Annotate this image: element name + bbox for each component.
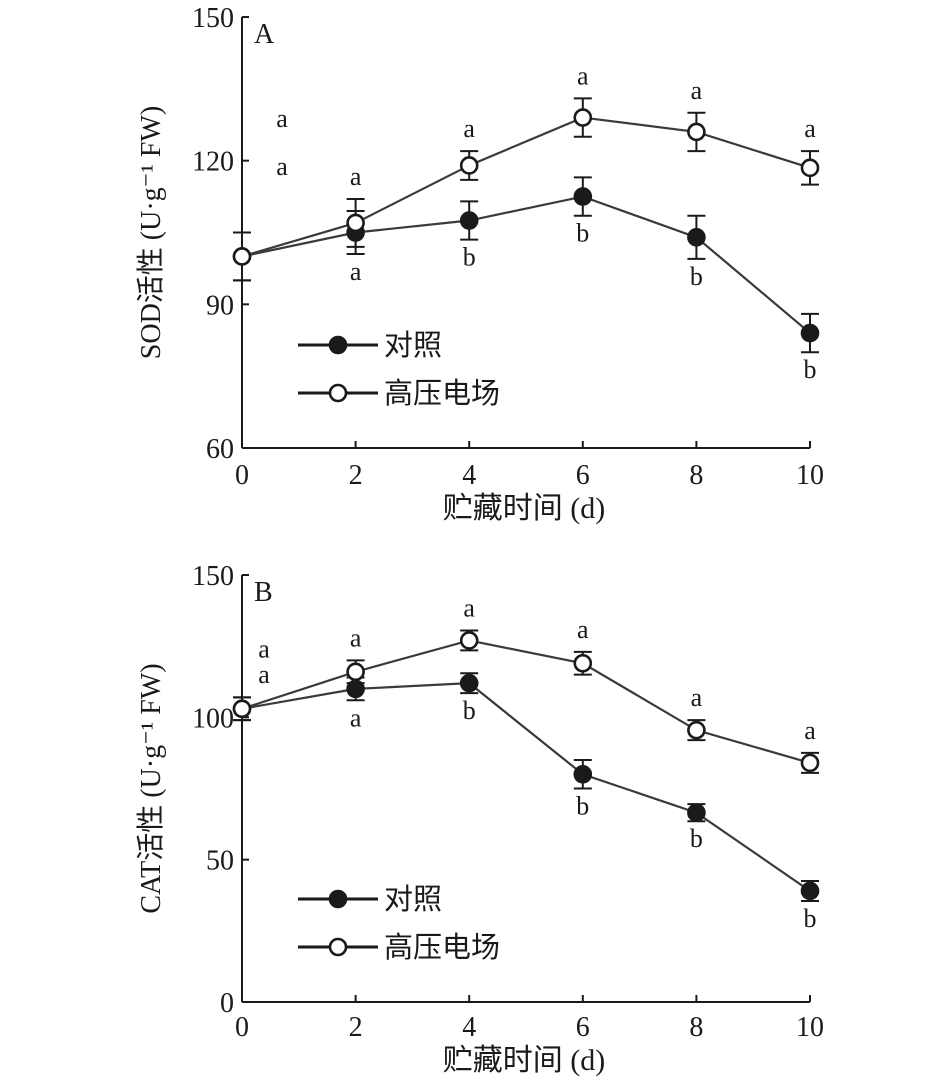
data-point-electric-field [687, 720, 706, 740]
x-tick-label: 8 [689, 1012, 703, 1043]
y-tick-label: 120 [192, 147, 234, 178]
x-axis-label: 贮藏时间 (d) [443, 492, 605, 525]
data-point-electric-field [687, 122, 706, 142]
significance-letter: b [690, 824, 703, 853]
y-tick-label: 50 [206, 846, 234, 877]
data-point-electric-field [232, 699, 252, 719]
chart-panel-B: 0 50 100 150 0 2 4 6 8 10 贮藏时间 (d) CAT活性 (U·g⁻¹ FW)… [135, 561, 824, 1077]
data-point-electric-field [459, 156, 479, 175]
significance-letter: a [804, 114, 816, 143]
significance-letter: b [804, 904, 817, 933]
data-point-electric-field [800, 753, 820, 773]
data-point-control [687, 227, 706, 247]
series-line-1 [241, 116, 811, 258]
significance-letter: a [350, 257, 362, 286]
data-point-control [800, 881, 820, 901]
legend-label: 高压电场 [384, 931, 500, 964]
data-point-control [687, 803, 706, 822]
series-line-0 [241, 195, 811, 334]
significance-letter: a [350, 703, 362, 732]
significance-letter: a [463, 594, 475, 623]
chart-panel-A: 60 90 120 150 0 2 4 6 8 10 贮藏时间 (d) SOD活性 (U·g⁻¹ FW… [135, 3, 824, 525]
significance-letter: b [804, 355, 817, 384]
significance-letter: a [276, 152, 288, 181]
data-point-electric-field [346, 213, 365, 233]
panel-label: B [254, 577, 273, 608]
panel-label: A [254, 19, 275, 50]
y-tick-label: 90 [206, 290, 234, 321]
legend-marker-electric-field [328, 937, 348, 957]
y-tick-label: 100 [192, 703, 234, 734]
legend-label: 高压电场 [384, 377, 500, 410]
data-point-electric-field [800, 158, 820, 178]
significance-letter: b [463, 696, 476, 725]
significance-letter: a [350, 623, 362, 652]
significance-letter: b [576, 792, 589, 821]
x-tick-label: 4 [462, 460, 476, 491]
series-line-0 [241, 682, 811, 892]
significance-letter: b [463, 243, 476, 272]
x-tick-label: 10 [796, 460, 824, 491]
significance-letter: b [690, 262, 703, 291]
significance-letter: a [258, 635, 270, 664]
data-point-control [459, 673, 479, 693]
x-tick-label: 2 [349, 460, 363, 491]
legend-label: 对照 [384, 883, 442, 916]
data-point-electric-field [346, 662, 365, 682]
data-point-electric-field [573, 653, 593, 673]
x-tick-label: 6 [576, 460, 590, 491]
significance-letter: b [576, 219, 589, 248]
significance-letter: a [276, 104, 288, 133]
data-point-control [459, 211, 479, 230]
data-point-control [573, 187, 593, 206]
y-tick-label: 150 [192, 561, 234, 592]
x-tick-label: 8 [689, 460, 703, 491]
data-point-electric-field [459, 631, 479, 650]
x-tick-label: 4 [462, 1012, 476, 1043]
x-tick-label: 10 [796, 1012, 824, 1043]
y-tick-label: 0 [220, 988, 234, 1019]
significance-letter: a [691, 683, 703, 712]
significance-letter: a [804, 716, 816, 745]
series-line-1 [241, 639, 811, 764]
data-point-control [573, 764, 593, 784]
legend-marker-electric-field [328, 383, 348, 403]
data-point-electric-field [573, 108, 593, 127]
y-axis-label: CAT活性 (U·g⁻¹ FW) [135, 663, 167, 913]
significance-letter: a [577, 61, 589, 90]
y-tick-label: 150 [192, 3, 234, 34]
x-tick-label: 0 [235, 1012, 249, 1043]
legend-marker-control [328, 335, 348, 355]
x-axis-label: 贮藏时间 (d) [443, 1044, 605, 1077]
x-tick-label: 2 [349, 1012, 363, 1043]
x-tick-label: 6 [576, 1012, 590, 1043]
x-tick-label: 0 [235, 460, 249, 491]
significance-letter: a [258, 660, 270, 689]
significance-letter: a [350, 162, 362, 191]
significance-letter: a [577, 615, 589, 644]
data-point-electric-field [232, 247, 252, 266]
legend-label: 对照 [384, 329, 442, 362]
y-axis-label: SOD活性 (U·g⁻¹ FW) [135, 106, 167, 359]
data-point-control [800, 323, 820, 343]
significance-letter: a [463, 114, 475, 143]
legend-marker-control [328, 889, 348, 909]
significance-letter: a [691, 76, 703, 105]
y-tick-label: 60 [206, 434, 234, 465]
